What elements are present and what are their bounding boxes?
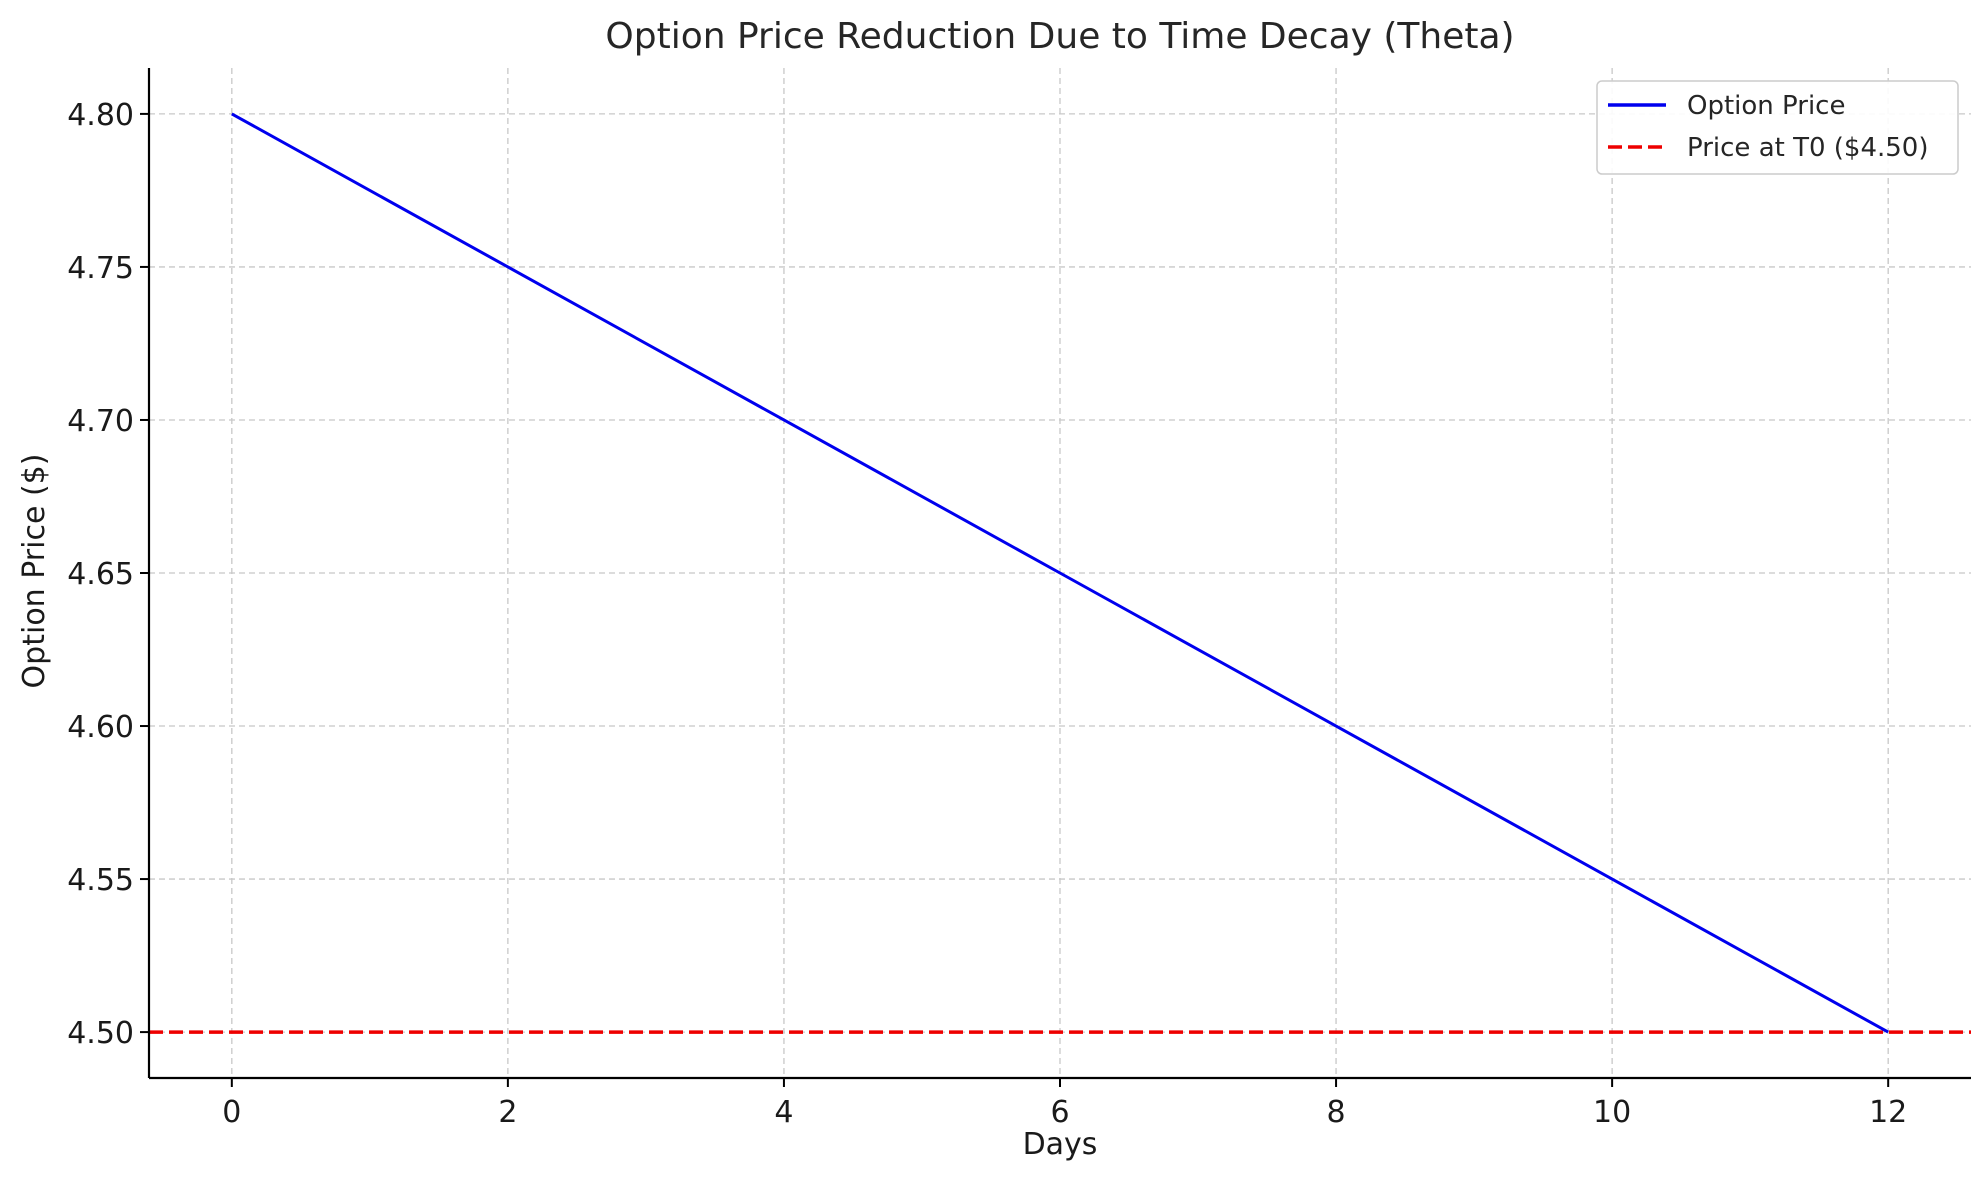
y-tick-label: 4.70 [67, 404, 134, 439]
y-tick-label: 4.65 [67, 557, 134, 592]
legend-label: Option Price [1687, 91, 1845, 121]
x-axis-label: Days [1023, 1127, 1098, 1162]
data-layer [149, 112, 1971, 1034]
legend-box [1596, 80, 1959, 175]
x-tick-label: 10 [1593, 1095, 1631, 1130]
x-tick-label: 8 [1327, 1095, 1346, 1130]
y-tick-label: 4.80 [67, 98, 134, 133]
y-axis-label: Option Price ($) [17, 454, 52, 689]
legend: Option Price Price at T0 ($4.50) [1596, 80, 1959, 175]
legend-label: Price at T0 ($4.50) [1687, 133, 1929, 163]
x-tick-label: 4 [774, 1095, 793, 1130]
x-tick-label: 0 [222, 1095, 241, 1130]
x-tick-label: 12 [1869, 1095, 1907, 1130]
x-tick-label: 2 [498, 1095, 517, 1130]
y-tick-label: 4.75 [67, 251, 134, 286]
series-line [231, 112, 1889, 1034]
y-tick-label: 4.50 [67, 1016, 134, 1051]
chart-title: Option Price Reduction Due to Time Decay… [605, 16, 1514, 57]
x-tick-label: 6 [1050, 1095, 1069, 1130]
y-tick-label: 4.55 [67, 863, 134, 898]
axes-layer: 0 2 4 6 8 10 12 4.50 4.55 4.60 4.65 4.70 4.75 4.80 [67, 68, 1971, 1130]
y-tick-label: 4.60 [67, 710, 134, 745]
